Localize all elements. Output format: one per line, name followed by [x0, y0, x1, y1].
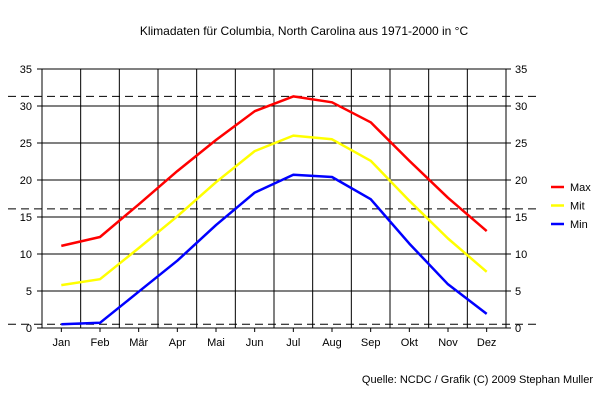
reference-lines [8, 95, 540, 325]
y-tick-label-left: 30 [20, 101, 32, 113]
x-tick-label: Feb [91, 337, 110, 349]
x-tick-label: Jun [246, 337, 264, 349]
legend: Max Mit Min [551, 182, 591, 231]
y-tick-label-left: 35 [20, 64, 32, 76]
y-axis-left: 0 5 10 15 20 25 30 35 [20, 64, 42, 335]
legend-label-mit: Mit [570, 201, 585, 213]
legend-label-min: Min [570, 219, 588, 231]
y-tick-label-left: 0 [26, 323, 32, 335]
x-tick-label: Dez [477, 337, 497, 349]
y-tick-label-right: 35 [515, 64, 527, 76]
y-tick-label-left: 20 [20, 175, 32, 187]
y-tick-label-left: 15 [20, 212, 32, 224]
grid-lines [42, 69, 506, 328]
y-tick-label-right: 10 [515, 249, 527, 261]
x-tick-label: Jan [52, 337, 70, 349]
x-axis: Jan Feb Mär Apr Mai Jun Jul Aug Sep Okt Nov Dez [52, 328, 496, 349]
y-tick-label-left: 5 [26, 286, 32, 298]
y-tick-label-left: 10 [20, 249, 32, 261]
x-tick-label: Okt [401, 337, 418, 349]
x-tick-label: Nov [438, 337, 458, 349]
x-tick-label: Mai [207, 337, 225, 349]
series-line-max [61, 95, 488, 248]
legend-label-max: Max [570, 182, 591, 194]
x-tick-label: Mär [129, 337, 148, 349]
series-lines [61, 95, 488, 326]
chart-title: Klimadaten für Columbia, North Carolina … [140, 24, 469, 38]
x-tick-label: Aug [322, 337, 342, 349]
x-tick-label: Apr [169, 337, 186, 349]
source-note: Quelle: NCDC / Grafik (C) 2009 Stephan M… [362, 374, 593, 386]
y-tick-label-right: 30 [515, 101, 527, 113]
y-tick-label-right: 20 [515, 175, 527, 187]
y-tick-label-right: 15 [515, 212, 527, 224]
series-line-min [61, 173, 488, 326]
y-tick-label-left: 25 [20, 138, 32, 150]
y-tick-label-right: 25 [515, 138, 527, 150]
x-tick-label: Sep [361, 337, 381, 349]
y-tick-label-right: 5 [515, 286, 521, 298]
y-axis-right: 0 5 10 15 20 25 30 35 [506, 64, 527, 335]
x-tick-label: Jul [286, 337, 300, 349]
y-tick-label-right: 0 [515, 323, 521, 335]
series-line-mit [61, 134, 488, 287]
